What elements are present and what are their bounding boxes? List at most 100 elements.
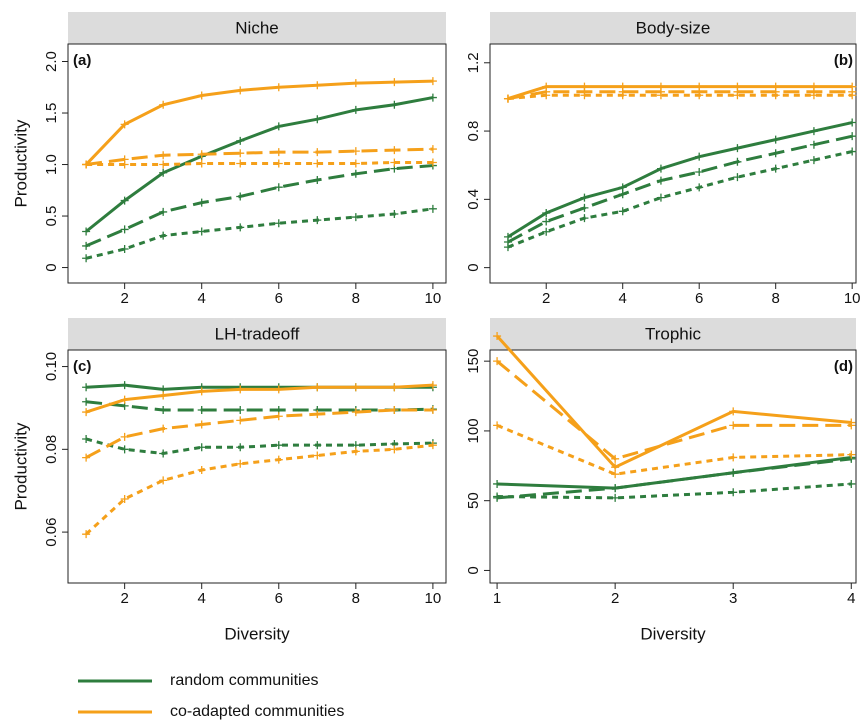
point-marker xyxy=(82,530,91,539)
point-marker xyxy=(611,493,620,502)
point-marker xyxy=(313,451,322,460)
point-marker xyxy=(236,406,245,415)
point-marker xyxy=(274,455,283,464)
y-tick-label: 0.10 xyxy=(43,352,60,381)
x-tick-label: 1 xyxy=(493,590,501,607)
panel-title: Trophic xyxy=(645,324,702,343)
x-tick-label: 3 xyxy=(729,590,737,607)
y-tick-label: 100 xyxy=(465,418,482,443)
point-marker xyxy=(580,91,589,100)
series-line xyxy=(85,147,433,167)
y-tick-label: 0.5 xyxy=(43,206,60,227)
point-marker xyxy=(809,127,818,136)
point-marker xyxy=(197,159,206,168)
series-line xyxy=(507,121,853,239)
point-marker xyxy=(493,332,502,341)
point-marker xyxy=(197,466,206,475)
point-marker xyxy=(236,136,245,145)
x-tick-label: 8 xyxy=(352,590,360,607)
point-marker xyxy=(611,454,620,463)
x-tick-label: 4 xyxy=(619,290,627,307)
point-marker xyxy=(618,91,627,100)
series-line xyxy=(85,443,434,536)
point-marker xyxy=(197,198,206,207)
point-marker xyxy=(390,158,399,167)
point-marker xyxy=(733,173,742,182)
legend-label: random communities xyxy=(170,672,319,689)
point-marker xyxy=(120,245,129,254)
point-marker xyxy=(771,91,780,100)
x-tick-label: 2 xyxy=(542,290,550,307)
point-marker xyxy=(159,160,168,169)
point-marker xyxy=(771,164,780,173)
point-marker xyxy=(159,476,168,485)
point-marker xyxy=(390,383,399,392)
point-marker xyxy=(390,100,399,109)
series-line xyxy=(507,150,853,249)
point-marker xyxy=(771,135,780,144)
point-marker xyxy=(120,445,129,454)
point-marker xyxy=(274,385,283,394)
series-line xyxy=(497,482,852,500)
point-marker xyxy=(82,434,91,443)
point-marker xyxy=(82,408,91,417)
plot-frame xyxy=(489,43,857,284)
point-marker xyxy=(542,227,551,236)
panel-label: (b) xyxy=(834,52,853,69)
point-marker xyxy=(159,424,168,433)
x-tick-label: 6 xyxy=(695,290,703,307)
point-marker xyxy=(159,207,168,216)
point-marker xyxy=(618,183,627,192)
plot-frame xyxy=(489,349,857,584)
x-tick-label: 4 xyxy=(198,290,206,307)
point-marker xyxy=(618,190,627,199)
point-marker xyxy=(351,213,360,222)
point-marker xyxy=(847,479,856,488)
point-marker xyxy=(82,397,91,406)
y-tick-label: 0.06 xyxy=(43,517,60,546)
point-marker xyxy=(236,443,245,452)
point-marker xyxy=(771,149,780,158)
point-marker xyxy=(611,484,620,493)
y-tick-label: 0.8 xyxy=(465,121,482,142)
panel-label: (a) xyxy=(73,52,91,69)
series-line xyxy=(507,134,853,244)
point-marker xyxy=(428,204,437,213)
point-marker xyxy=(428,77,437,86)
point-marker xyxy=(809,140,818,149)
point-marker xyxy=(351,79,360,88)
point-marker xyxy=(351,408,360,417)
point-marker xyxy=(493,479,502,488)
point-marker xyxy=(197,387,206,396)
y-tick-label: 0 xyxy=(465,566,482,574)
point-marker xyxy=(313,216,322,225)
point-marker xyxy=(274,412,283,421)
point-marker xyxy=(847,421,856,430)
panel-label: (c) xyxy=(73,358,91,375)
point-marker xyxy=(313,441,322,450)
point-marker xyxy=(82,241,91,250)
x-axis-label: Diversity xyxy=(224,624,290,643)
point-marker xyxy=(313,175,322,184)
point-marker xyxy=(390,78,399,87)
y-tick-label: 1.2 xyxy=(465,52,482,73)
point-marker xyxy=(236,192,245,201)
point-marker xyxy=(313,148,322,157)
panel-strip xyxy=(68,318,446,350)
series-line xyxy=(85,164,434,248)
point-marker xyxy=(159,231,168,240)
point-marker xyxy=(503,94,512,103)
point-marker xyxy=(236,149,245,158)
x-axis-label: Diversity xyxy=(640,624,706,643)
panel-title: LH-tradeoff xyxy=(215,324,300,343)
y-tick-label: 0.08 xyxy=(43,435,60,464)
point-marker xyxy=(428,381,437,390)
x-tick-label: 8 xyxy=(352,290,360,307)
point-marker xyxy=(611,470,620,479)
point-marker xyxy=(493,421,502,430)
point-marker xyxy=(390,146,399,155)
point-marker xyxy=(197,443,206,452)
point-marker xyxy=(695,183,704,192)
point-marker xyxy=(729,468,738,477)
point-marker xyxy=(656,193,665,202)
